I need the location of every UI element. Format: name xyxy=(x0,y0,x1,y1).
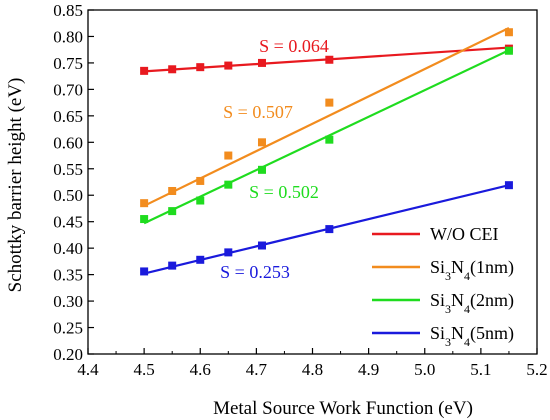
slope-label: S = 0.502 xyxy=(249,182,319,202)
x-tick-label: 4.9 xyxy=(358,360,379,379)
series-1 xyxy=(140,27,513,208)
x-tick-label: 4.7 xyxy=(246,360,268,379)
data-point xyxy=(224,248,233,257)
data-point xyxy=(257,58,266,67)
data-point xyxy=(168,65,177,74)
data-point xyxy=(140,267,149,276)
x-axis: 4.4 4.5 4.6 4.7 4.8 4.9 5.0 5.1 5.2 xyxy=(77,348,548,379)
data-point xyxy=(325,55,334,64)
slope-label: S = 0.064 xyxy=(259,36,329,56)
x-tick-label: 5.2 xyxy=(526,360,547,379)
legend-label: W/O CEI xyxy=(430,224,498,244)
data-point xyxy=(257,241,266,250)
slope-label: S = 0.507 xyxy=(223,102,293,122)
data-point xyxy=(196,63,205,72)
y-tick-label: 0.25 xyxy=(53,319,83,338)
data-point xyxy=(224,180,233,189)
legend-label: Si3N4(2nm) xyxy=(430,290,514,316)
series-3 xyxy=(140,181,513,276)
legend: W/O CEI Si3N4(1nm) Si3N4(2nm) Si3N4(5nm) xyxy=(372,224,514,349)
data-point xyxy=(140,66,149,75)
data-point xyxy=(257,138,266,147)
series-2 xyxy=(140,46,513,225)
y-tick-label: 0.70 xyxy=(53,80,83,99)
data-point xyxy=(196,196,205,205)
slope-label: S = 0.253 xyxy=(220,262,290,282)
data-point xyxy=(325,135,334,144)
data-point xyxy=(168,261,177,270)
data-point xyxy=(196,176,205,185)
legend-label: Si3N4(1nm) xyxy=(430,257,514,283)
slope-annotations: S = 0.064 S = 0.507 S = 0.502 S = 0.253 xyxy=(220,36,329,282)
data-point xyxy=(168,186,177,195)
legend-item: W/O CEI xyxy=(372,224,498,244)
y-axis: 0.20 0.25 0.30 0.35 0.40 0.45 0.50 0.55 0.60 0.65… xyxy=(53,1,94,364)
data-point xyxy=(504,28,513,37)
y-tick-label: 0.60 xyxy=(53,133,83,152)
y-tick-label: 0.35 xyxy=(53,266,83,285)
y-tick-label: 0.85 xyxy=(53,1,83,20)
x-tick-label: 5.0 xyxy=(414,360,435,379)
legend-item: Si3N4(5nm) xyxy=(372,323,514,349)
data-point xyxy=(196,255,205,264)
x-tick-label: 4.6 xyxy=(190,360,211,379)
y-tick-label: 0.55 xyxy=(53,160,83,179)
data-point xyxy=(504,181,513,190)
y-tick-label: 0.40 xyxy=(53,239,83,258)
legend-label: Si3N4(5nm) xyxy=(430,323,514,349)
x-axis-title: Metal Source Work Function (eV) xyxy=(213,398,473,419)
x-tick-label: 4.8 xyxy=(302,360,323,379)
y-tick-label: 0.20 xyxy=(53,345,83,364)
y-axis-title: Schottky barrier height (eV) xyxy=(5,78,26,293)
legend-item: Si3N4(2nm) xyxy=(372,290,514,316)
x-tick-label: 5.1 xyxy=(470,360,491,379)
x-tick-label: 4.4 xyxy=(77,360,99,379)
y-tick-label: 0.75 xyxy=(53,54,83,73)
y-tick-label: 0.65 xyxy=(53,107,83,126)
fit-line xyxy=(143,27,510,207)
y-tick-label: 0.30 xyxy=(53,292,83,311)
data-point xyxy=(257,165,266,174)
x-tick-label: 4.5 xyxy=(134,360,155,379)
data-point xyxy=(224,61,233,70)
data-point xyxy=(325,98,334,107)
legend-item: Si3N4(1nm) xyxy=(372,257,514,283)
data-point xyxy=(140,199,149,208)
data-point xyxy=(168,207,177,216)
y-tick-label: 0.50 xyxy=(53,186,83,205)
data-point xyxy=(140,215,149,224)
data-point xyxy=(325,225,334,234)
data-point xyxy=(224,151,233,160)
series-layer xyxy=(140,27,513,276)
y-tick-label: 0.80 xyxy=(53,27,83,46)
data-point xyxy=(504,46,513,55)
y-tick-label: 0.45 xyxy=(53,213,83,232)
